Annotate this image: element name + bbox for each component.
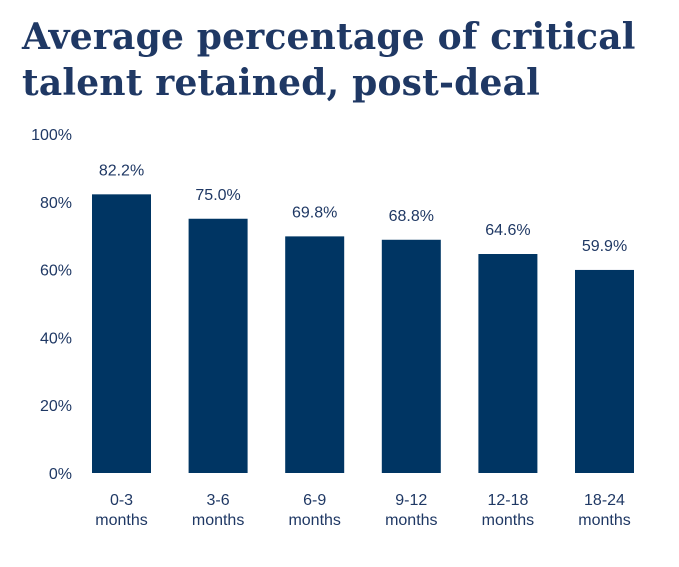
x-axis: 0-3 months 3-6 months 6-9 months 9-12 months 12-…: [95, 492, 630, 529]
y-axis: 0% 20% 40% 60% 80% 100%: [31, 127, 72, 483]
x-tick-label: 18-24 months: [578, 492, 630, 529]
bar: [285, 236, 345, 473]
y-tick-label: 60%: [40, 263, 72, 280]
y-tick-label: 80%: [40, 195, 72, 212]
data-label: 64.6%: [485, 222, 530, 239]
bar: [188, 218, 248, 473]
x-tick-label: 9-12 months: [385, 492, 437, 529]
y-tick-label: 0%: [49, 466, 72, 483]
y-tick-label: 40%: [40, 330, 72, 347]
x-tick-label: 12-18 months: [482, 492, 534, 529]
chart-title: Average percentage of critical talent re…: [22, 16, 636, 104]
bar: [478, 254, 538, 473]
data-label: 82.2%: [99, 162, 144, 179]
bar: [92, 194, 151, 474]
bars: [92, 194, 634, 474]
x-tick-label: 0-3 months: [95, 492, 147, 529]
bar: [575, 269, 634, 473]
data-label: 59.9%: [582, 238, 627, 255]
bar: [381, 239, 441, 473]
x-tick-label: 3-6 months: [192, 492, 244, 529]
x-tick-label: 6-9 months: [288, 492, 340, 529]
data-label: 69.8%: [292, 204, 337, 221]
data-label: 75.0%: [195, 187, 240, 204]
data-label: 68.8%: [389, 208, 434, 225]
y-tick-label: 100%: [31, 127, 72, 144]
y-tick-label: 20%: [40, 398, 72, 415]
data-labels: 82.2% 75.0% 69.8% 68.8% 64.6% 59.9%: [99, 162, 627, 255]
